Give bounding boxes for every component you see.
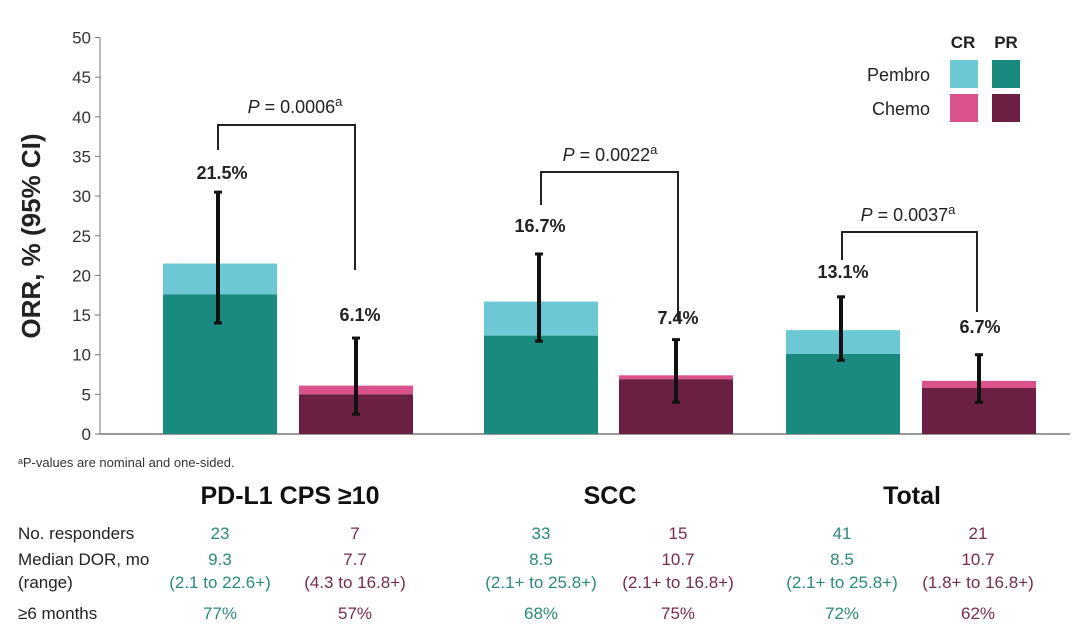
p-value-bracket xyxy=(217,124,356,270)
y-tick-label: 45 xyxy=(72,68,91,87)
table-cell-chemo-responders: 21 xyxy=(968,524,988,543)
table-cell-pembro-range: (2.1+ to 25.8+) xyxy=(786,573,898,592)
legend-label-pembro: Pembro xyxy=(867,65,930,85)
y-axis-label: ORR, % (95% CI) xyxy=(16,133,46,338)
table-cell-chemo-range: (2.1+ to 16.8+) xyxy=(622,573,734,592)
y-tick-label: 40 xyxy=(72,108,91,127)
legend-swatch-pembro-pr xyxy=(992,60,1020,88)
legend-swatch-chemo-pr xyxy=(992,94,1020,122)
table-cell-pembro-responders: 23 xyxy=(210,524,230,543)
table-cell-chemo-range: (1.8+ to 16.8+) xyxy=(922,573,1034,592)
table-cell-chemo-dor: 10.7 xyxy=(661,550,695,569)
table-cell-pembro-dor: 8.5 xyxy=(830,550,854,569)
p-value-bracket xyxy=(841,231,978,312)
p-value-bracket xyxy=(540,171,679,320)
table-cell-chemo-six: 75% xyxy=(660,604,696,623)
table-cell-chemo-six: 57% xyxy=(337,604,373,623)
legend-label-chemo: Chemo xyxy=(872,99,930,119)
table-cell-pembro-dor: 8.5 xyxy=(529,550,553,569)
table-cell-pembro-six: 72% xyxy=(824,604,860,623)
y-tick-label: 20 xyxy=(72,266,91,285)
y-tick-label: 10 xyxy=(72,346,91,365)
y-tick-label: 25 xyxy=(72,227,91,246)
y-tick-label: 0 xyxy=(82,425,91,444)
data-label: 16.7% xyxy=(514,216,565,236)
orr-bar-chart: 0 5 10 15 20 25 30 35 40 45 50 ORR, % (95% CI) 21.5%… xyxy=(16,29,1070,444)
table-cell-pembro-dor: 9.3 xyxy=(208,550,232,569)
p-value-label: P = 0.0022a xyxy=(563,142,659,165)
data-label: 6.7% xyxy=(959,317,1000,337)
y-tick-label: 5 xyxy=(82,385,91,404)
data-label: 6.1% xyxy=(339,305,380,325)
row-label-responders: No. responders xyxy=(18,524,135,543)
y-tick-label: 30 xyxy=(72,187,91,206)
legend-header-pr: PR xyxy=(994,33,1018,52)
footnote: ᵃP-values are nominal and one-sided. xyxy=(18,455,235,470)
table-cell-pembro-responders: 41 xyxy=(832,524,852,543)
group-header-total: Total xyxy=(883,482,941,510)
p-value-label: P = 0.0006a xyxy=(248,94,344,117)
table-cell-pembro-responders: 33 xyxy=(531,524,551,543)
table-cell-pembro-range: (2.1+ to 25.8+) xyxy=(485,573,597,592)
y-tick-label: 15 xyxy=(72,306,91,325)
legend-swatch-chemo-cr xyxy=(950,94,978,122)
table-cell-chemo-six: 62% xyxy=(960,604,996,623)
group-header-cps: PD-L1 CPS ≥10 xyxy=(200,482,380,510)
y-tick-label: 35 xyxy=(72,147,91,166)
y-tick-label: 50 xyxy=(72,29,91,48)
bar-pr-pembro xyxy=(484,335,598,434)
table-cell-chemo-dor: 10.7 xyxy=(961,550,995,569)
bar-pr-pembro xyxy=(786,353,900,434)
data-label: 13.1% xyxy=(817,262,868,282)
row-label-six-months: ≥6 months xyxy=(18,604,98,623)
table-cell-chemo-dor: 7.7 xyxy=(343,550,367,569)
row-label-dor: Median DOR, mo xyxy=(18,550,150,569)
table-cell-chemo-range: (4.3 to 16.8+) xyxy=(304,573,406,592)
legend-swatch-pembro-cr xyxy=(950,60,978,88)
table-cell-chemo-responders: 15 xyxy=(668,524,688,543)
table-cell-pembro-six: 68% xyxy=(523,604,559,623)
row-label-range: (range) xyxy=(18,573,73,592)
table-cell-pembro-range: (2.1 to 22.6+) xyxy=(169,573,271,592)
p-value-label: P = 0.0037a xyxy=(861,202,957,225)
group-header-scc: SCC xyxy=(583,482,637,510)
legend-header-cr: CR xyxy=(951,33,976,52)
data-label: 21.5% xyxy=(196,163,247,183)
table-cell-pembro-six: 77% xyxy=(202,604,238,623)
table-cell-chemo-responders: 7 xyxy=(350,524,360,543)
